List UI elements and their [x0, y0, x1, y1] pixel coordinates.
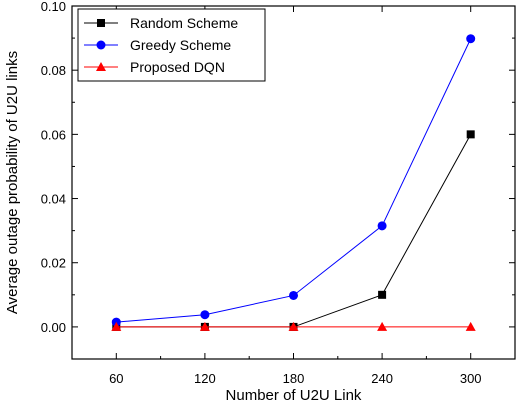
- legend-label: Greedy Scheme: [130, 37, 231, 53]
- y-tick-label: 0.00: [41, 320, 66, 335]
- x-tick-label: 60: [109, 371, 123, 386]
- series-proposed-dqn: [111, 321, 476, 331]
- data-point: [200, 310, 210, 320]
- x-tick-label: 180: [283, 371, 305, 386]
- y-axis-title: Average outage probability of U2U links: [4, 51, 21, 314]
- axes: 60 120 180 240 300 0.00 0.02 0.04 0.06 0.08 0.10: [41, 0, 515, 386]
- y-tick-label: 0.08: [41, 63, 66, 78]
- data-point: [466, 34, 476, 44]
- legend: Random Scheme Greedy Scheme Proposed DQN: [77, 8, 266, 82]
- series-random-scheme: [112, 130, 475, 331]
- x-tick-label: 300: [460, 371, 482, 386]
- x-axis-title: Number of U2U Link: [226, 387, 362, 404]
- data-point: [466, 130, 475, 139]
- y-tick-label: 0.02: [41, 256, 66, 271]
- legend-marker: [97, 19, 105, 27]
- data-point: [111, 321, 122, 331]
- legend-marker: [96, 40, 106, 50]
- legend-label: Proposed DQN: [130, 59, 225, 75]
- y-tick-label: 0.10: [41, 0, 66, 14]
- data-point: [289, 290, 298, 300]
- series-greedy-scheme: [111, 34, 476, 327]
- data-point: [378, 290, 387, 299]
- series-group: [111, 34, 476, 331]
- data-point: [465, 321, 476, 331]
- x-tick-label: 240: [371, 371, 393, 386]
- y-tick-label: 0.06: [41, 127, 66, 142]
- y-tick-label: 0.04: [41, 192, 66, 207]
- legend-marker: [96, 62, 106, 71]
- data-point: [377, 221, 387, 231]
- data-point: [377, 321, 388, 331]
- x-tick-label: 120: [194, 371, 216, 386]
- data-point: [199, 321, 210, 331]
- legend-label: Random Scheme: [130, 15, 238, 31]
- data-point: [288, 321, 299, 331]
